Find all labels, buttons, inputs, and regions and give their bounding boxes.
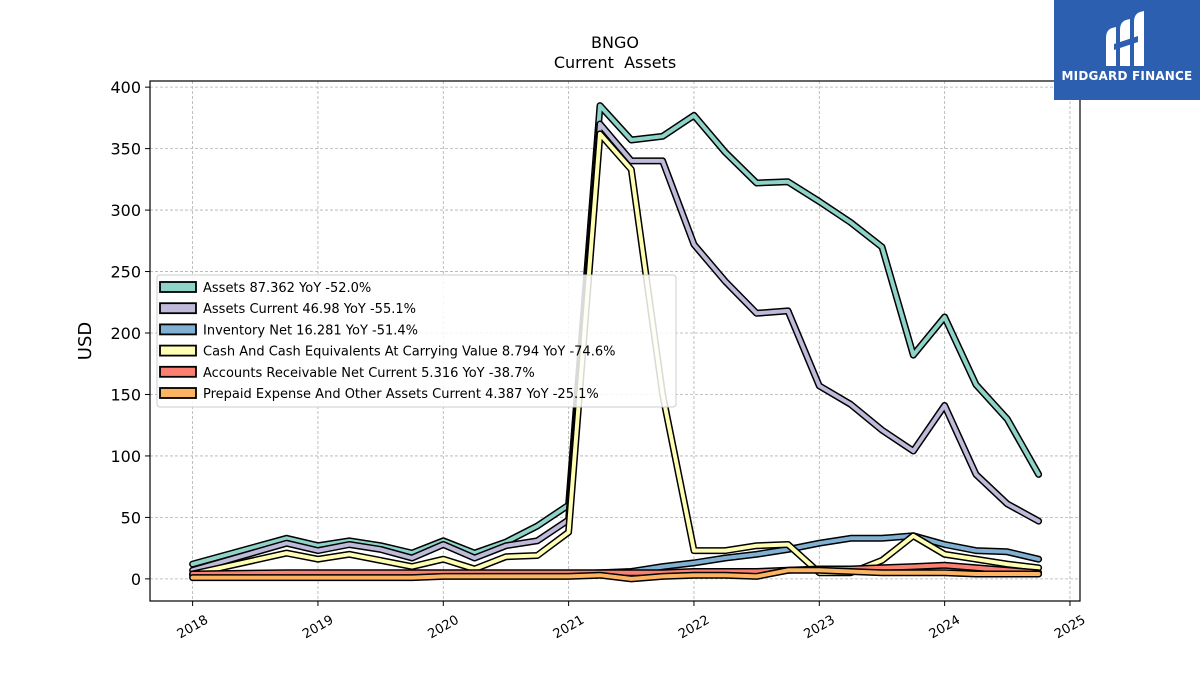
brand-name: MIDGARD FINANCE xyxy=(1061,69,1193,83)
legend-entry-label: Cash And Cash Equivalents At Carrying Va… xyxy=(203,345,615,360)
series-line-0 xyxy=(190,103,1041,567)
y-axis-label: USD xyxy=(75,322,96,360)
legend-entry-label: Assets Current 46.98 YoY -55.1% xyxy=(203,302,416,317)
y-tick-label: 50 xyxy=(121,508,141,527)
y-tick-label: 250 xyxy=(110,263,141,282)
legend-entry-label: Inventory Net 16.281 YoY -51.4% xyxy=(203,323,418,338)
legend-swatch xyxy=(159,387,197,399)
legend-swatch xyxy=(159,302,197,315)
legend-swatch xyxy=(159,281,197,293)
brand-mark-icon xyxy=(1106,11,1144,66)
legend-entry-label: Accounts Receivable Net Current 5.316 Yo… xyxy=(203,366,535,381)
chart-subtitle: Current Assets xyxy=(554,53,676,72)
legend-swatch xyxy=(159,344,197,357)
y-tick-label: 350 xyxy=(110,140,141,159)
x-tick-label: 2019 xyxy=(300,613,336,643)
x-tick-label: 2018 xyxy=(175,613,211,643)
legend-box xyxy=(156,274,677,408)
x-tick-label: 2020 xyxy=(425,613,461,643)
x-tick-label: 2022 xyxy=(676,613,712,643)
series-line-5 xyxy=(190,568,1041,581)
y-tick-label: 200 xyxy=(110,324,141,343)
x-tick-label: 2021 xyxy=(551,613,587,643)
chart-title: BNGO xyxy=(591,33,639,52)
legend-swatch xyxy=(159,365,197,378)
plot-frame xyxy=(149,80,1081,602)
brand-logo: MIDGARD FINANCE xyxy=(1054,0,1200,100)
series-line-1 xyxy=(190,122,1041,573)
y-tick-label: 150 xyxy=(110,385,141,404)
legend: Assets 87.362 YoY -52.0% Assets Current 4… xyxy=(156,274,677,408)
legend-entry-label: Prepaid Expense And Other Assets Current… xyxy=(203,387,599,402)
y-tick-label: 400 xyxy=(110,78,141,97)
legend-swatch xyxy=(159,323,197,336)
x-tick-label: 2024 xyxy=(927,613,963,643)
x-tick-label: 2025 xyxy=(1052,613,1088,643)
y-tick-label: 0 xyxy=(131,570,141,589)
y-tick-label: 100 xyxy=(110,447,141,466)
y-tick-label: 300 xyxy=(110,201,141,220)
legend-entry-label: Assets 87.362 YoY -52.0% xyxy=(203,281,371,296)
series-line-4 xyxy=(190,563,1041,576)
x-tick-label: 2023 xyxy=(801,613,837,643)
